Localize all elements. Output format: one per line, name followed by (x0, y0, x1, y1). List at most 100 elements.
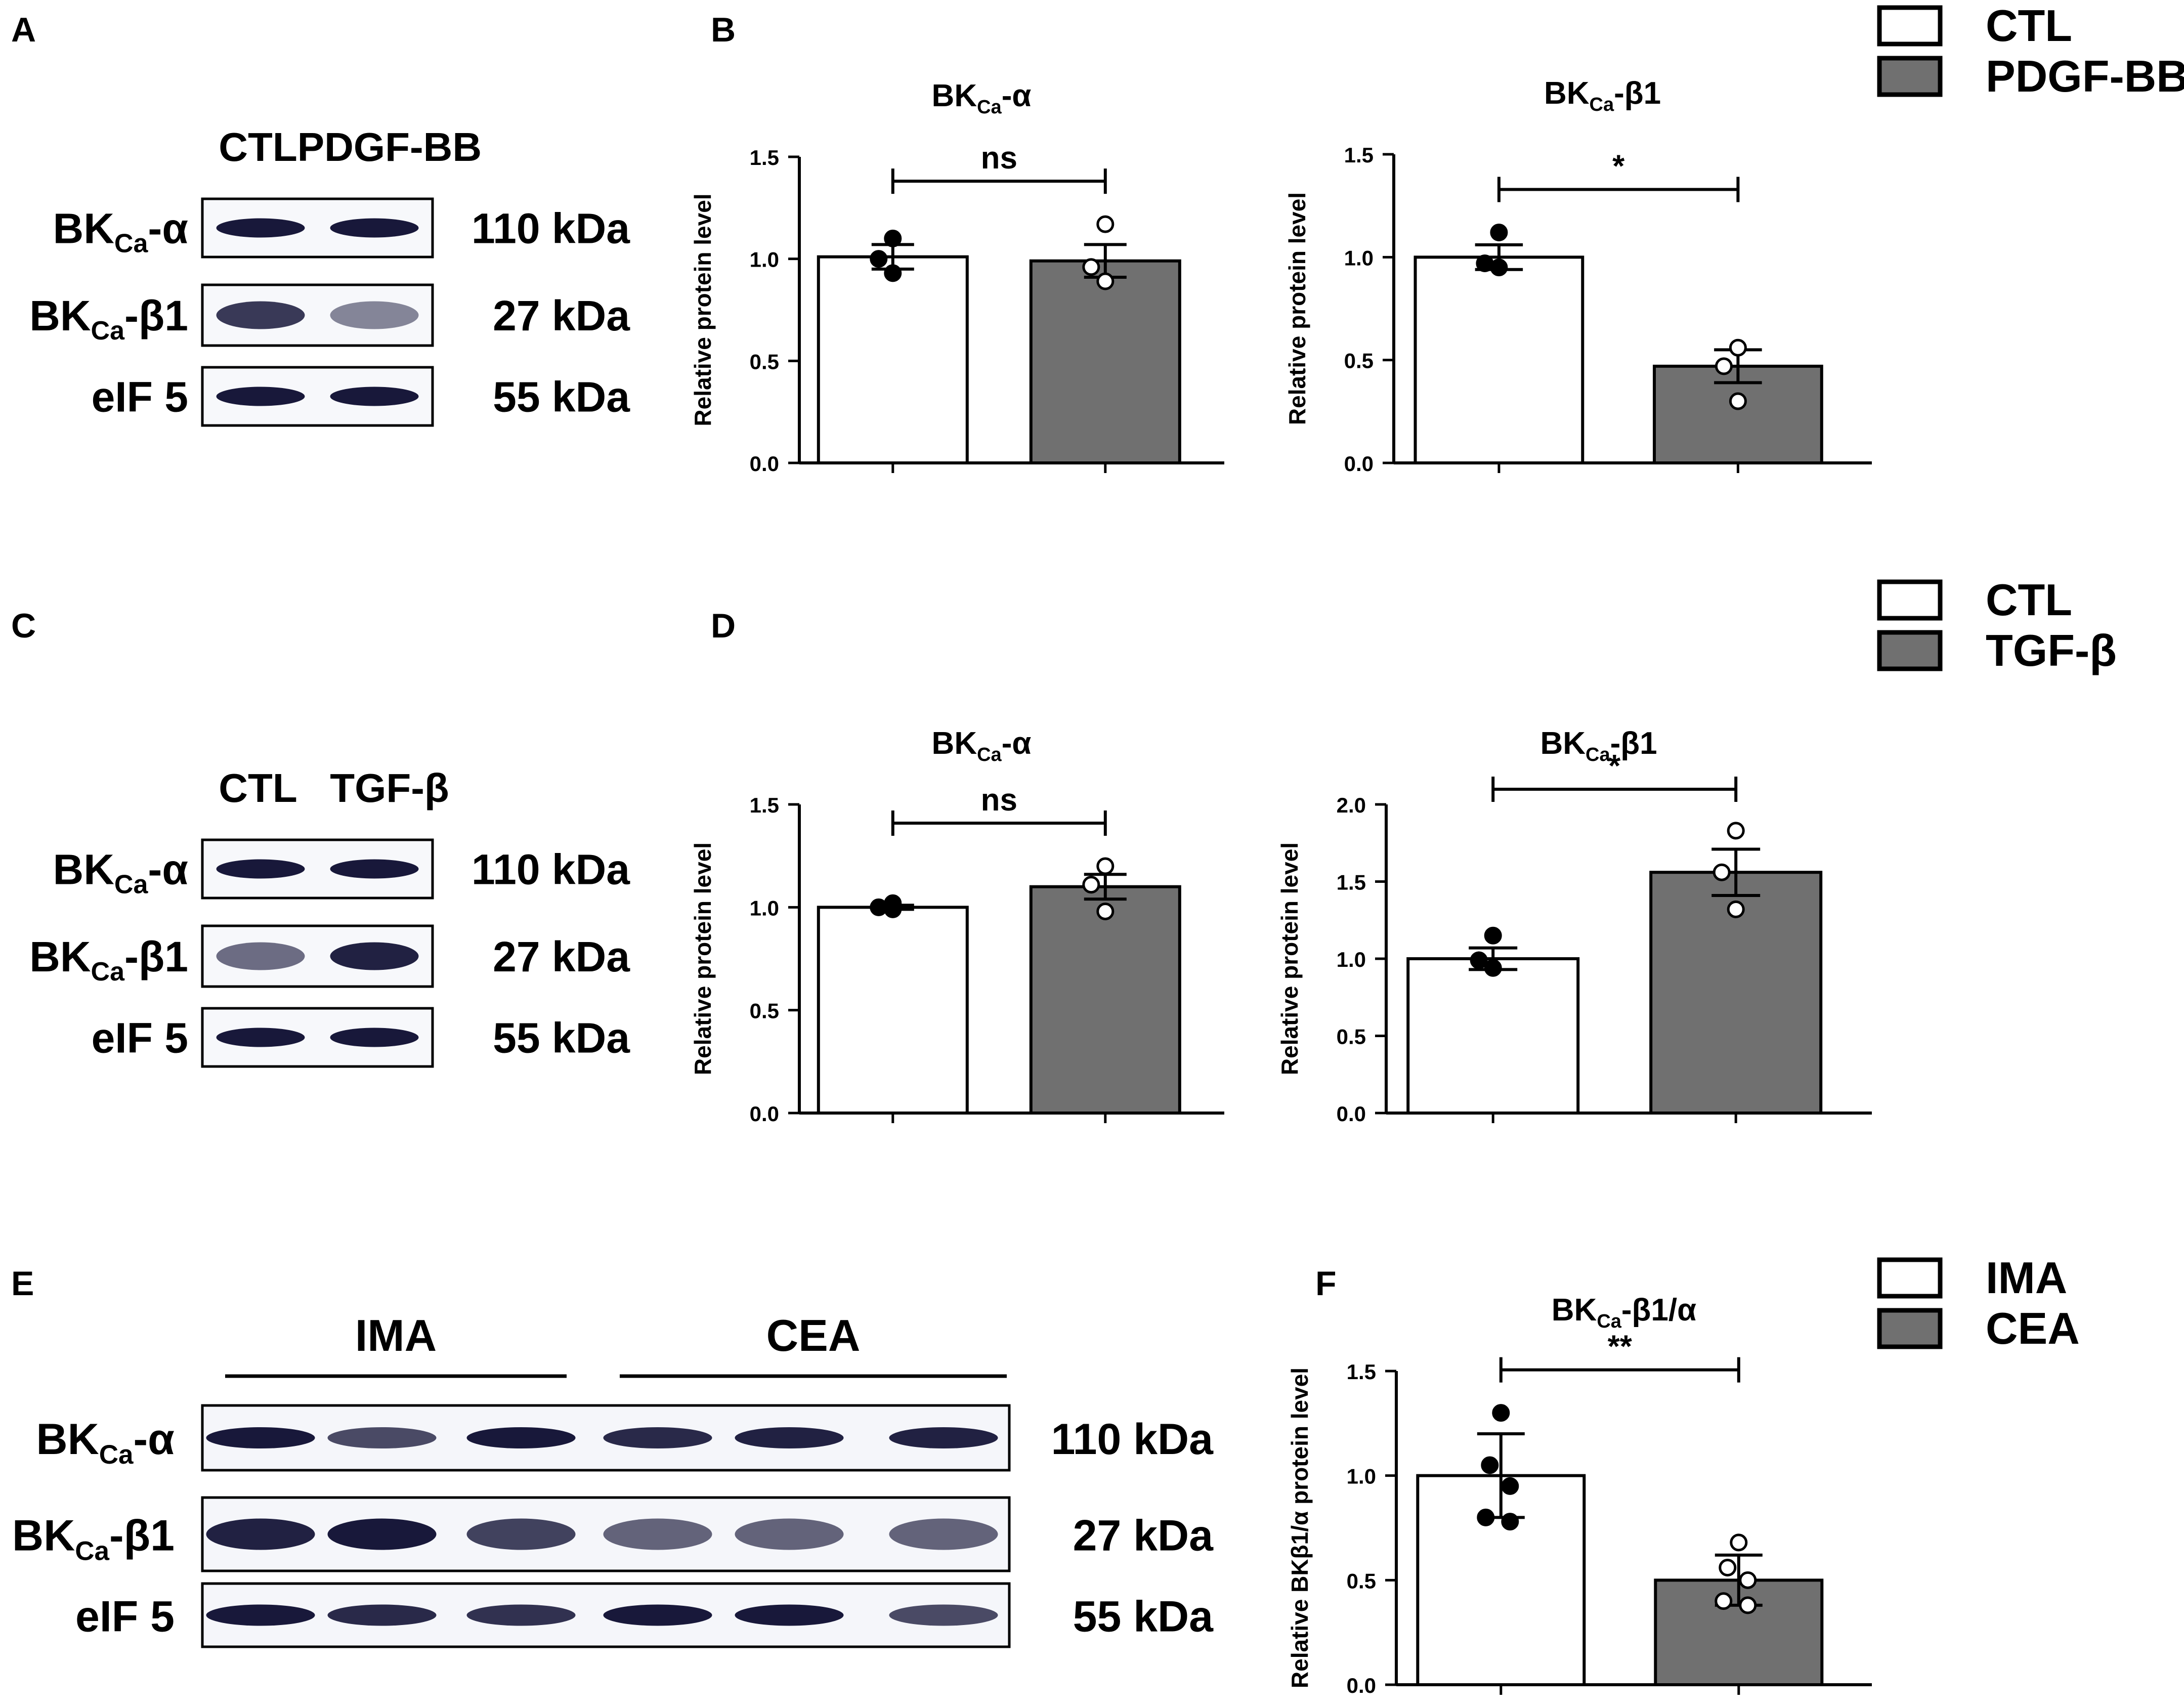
data-point (1096, 902, 1115, 920)
chart-title-main: BK (1540, 726, 1586, 761)
significance-label: * (1612, 149, 1625, 184)
panel-letter-d: D (711, 607, 736, 645)
bar-chart-4: BKCa-β1 Relative protein level 0.0 0.5 1.0 1.… (1276, 726, 1872, 1126)
y-tick-label: 0.0 (1344, 452, 1374, 476)
data-point (1096, 272, 1115, 290)
blot-row-label: BKCa-α (53, 205, 188, 259)
blot-row-label: eIF 5 (92, 1014, 188, 1062)
data-point (1712, 863, 1731, 881)
bar-ctl (817, 906, 969, 1115)
molecular-weight-label: 55 kDa (493, 373, 630, 421)
data-point (1739, 1571, 1757, 1589)
y-tick-label: 0.0 (1347, 1674, 1376, 1697)
panel-letter-e: E (11, 1264, 34, 1303)
blot-band (330, 387, 419, 406)
y-tick-label: 1.0 (750, 896, 779, 920)
y-tick-label: 0.0 (1337, 1102, 1366, 1126)
significance-label: ns (981, 141, 1017, 176)
blot-band (603, 1518, 712, 1550)
panel-letter-a: A (11, 11, 36, 49)
blot-band (466, 1518, 576, 1550)
legend-swatch (1877, 1257, 1943, 1299)
bar-ctl (1414, 255, 1585, 464)
data-point (870, 898, 888, 916)
legend-label: CTL (1986, 575, 2072, 625)
chart-title-suffix: -α (1002, 726, 1032, 761)
group-label: IMA (355, 1310, 437, 1360)
blot-row-label-main: BK (53, 846, 114, 893)
blot-band (206, 1427, 315, 1448)
data-point (1501, 1513, 1519, 1531)
blot-band (330, 301, 419, 329)
y-tick-label: 1.5 (1347, 1360, 1376, 1384)
blot-band (603, 1604, 712, 1626)
lane-label: PDGF-BB (297, 124, 482, 169)
legend-label: PDGF-BB (1986, 51, 2184, 101)
y-tick-label: 0.5 (1344, 349, 1374, 373)
data-point (1082, 876, 1100, 894)
significance-label: ns (981, 783, 1017, 818)
blot-row-label: BKCa-α (36, 1415, 175, 1470)
bar-pdgf-bb (1029, 259, 1181, 464)
blot-row-label-main: eIF 5 (92, 373, 188, 421)
y-tick-label: 1.0 (1344, 246, 1374, 270)
data-point (884, 264, 902, 282)
chart-title-sub: Ca (1586, 744, 1610, 765)
blot-row-label-suffix: -β1 (109, 1512, 175, 1560)
chart-title-sub: Ca (977, 744, 1002, 765)
blot-row-label-main: BK (29, 933, 91, 980)
legend-label: CTL (1986, 1, 2072, 51)
blot-row-label-suffix: -α (133, 1415, 175, 1464)
lane-label: TGF-β (330, 765, 449, 810)
data-point (1727, 900, 1745, 918)
y-tick-label: 1.5 (750, 146, 779, 169)
data-point (1715, 1592, 1733, 1610)
blot-row-label-sub: Ca (114, 229, 149, 259)
y-tick-label: 0.0 (750, 1102, 779, 1126)
molecular-weight-label: 55 kDa (493, 1014, 630, 1062)
blot-band (889, 1604, 998, 1626)
chart-title: BKCa-α (932, 726, 1032, 765)
y-tick-label: 1.5 (750, 793, 779, 817)
legend-swatch (1877, 56, 1943, 97)
data-point (1501, 1477, 1519, 1495)
panel-letter-b: B (711, 11, 736, 49)
blot-band (216, 859, 305, 879)
chart-title-sub: Ca (1590, 94, 1614, 115)
blot-band (330, 942, 419, 970)
blot-band (603, 1427, 712, 1448)
molecular-weight-label: 110 kDa (472, 205, 630, 252)
blot-band (466, 1604, 576, 1626)
group-label: CEA (766, 1310, 861, 1360)
blot-band (216, 301, 305, 329)
lane-label: CTL (219, 124, 297, 169)
blot-row-label-sub: Ca (91, 316, 125, 346)
data-point (1477, 1508, 1495, 1526)
data-point (1739, 1596, 1757, 1614)
blot-band (216, 218, 305, 238)
blot-band (327, 1604, 437, 1626)
y-axis-label: Relative protein level (690, 193, 716, 426)
data-point (1484, 959, 1502, 977)
blot-row-label: BKCa-β1 (29, 933, 188, 987)
legend-label: IMA (1986, 1253, 2067, 1303)
blot-row-label-suffix: -β1 (124, 292, 188, 339)
blot-band (889, 1518, 998, 1550)
y-tick-label: 2.0 (1337, 793, 1366, 817)
data-point (1719, 1559, 1737, 1577)
panel-letter-c: C (11, 607, 36, 645)
molecular-weight-label: 110 kDa (1051, 1415, 1214, 1464)
data-point (1729, 392, 1747, 410)
chart-title-main: BK (1552, 1293, 1597, 1328)
bar-ctl (1406, 957, 1580, 1115)
significance-label: ** (1608, 1330, 1633, 1364)
data-point (1470, 951, 1488, 969)
chart-title: BKCa-α (932, 78, 1032, 118)
data-point (1730, 1533, 1748, 1552)
y-tick-label: 1.5 (1344, 143, 1374, 167)
y-tick-label: 0.5 (750, 350, 779, 373)
y-tick-label: 1.0 (750, 248, 779, 272)
blot-row-label-main: BK (29, 292, 91, 339)
blot-band (327, 1427, 437, 1448)
